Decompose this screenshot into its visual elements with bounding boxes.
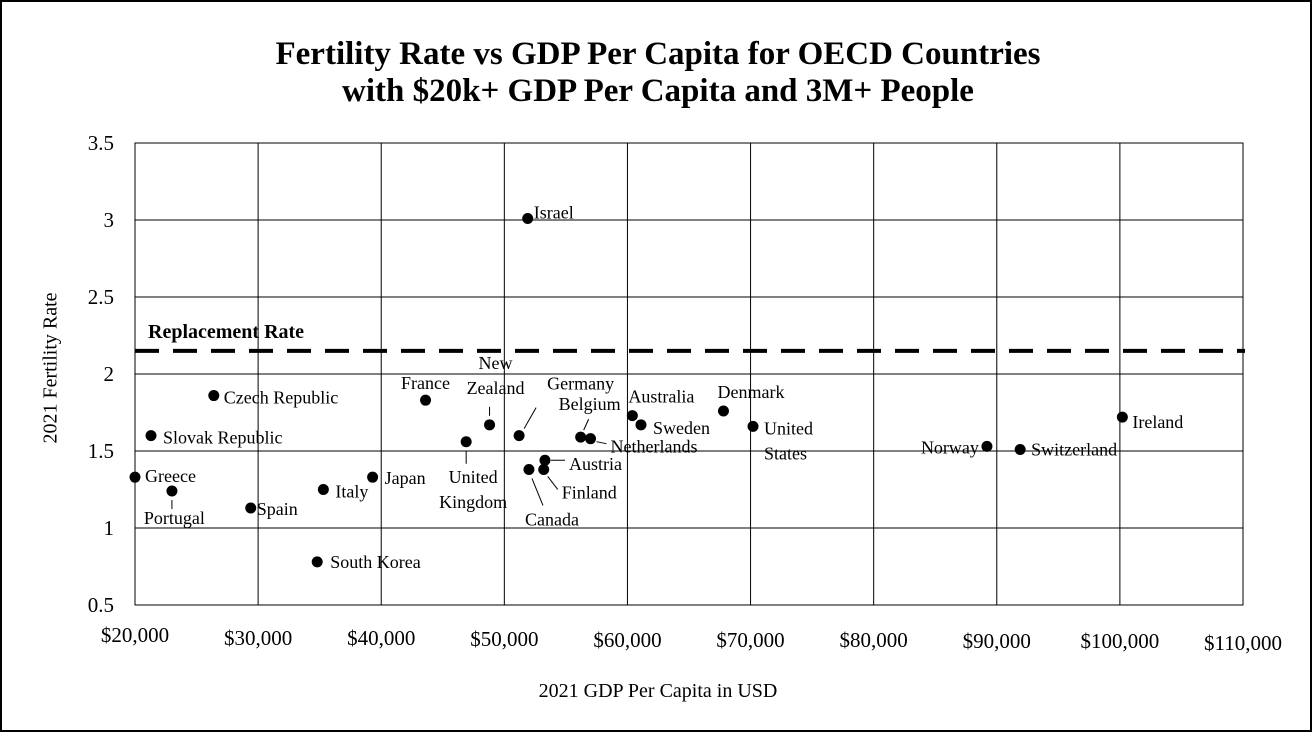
chart-title-line-2: with $20k+ GDP Per Capita and 3M+ People bbox=[342, 73, 974, 109]
data-point bbox=[208, 390, 220, 402]
chart-title-line-1: Fertility Rate vs GDP Per Capita for OEC… bbox=[275, 36, 1041, 72]
y-tick-label: 1.5 bbox=[88, 439, 114, 463]
y-tick-label: 0.5 bbox=[88, 593, 114, 617]
data-point bbox=[585, 433, 597, 445]
data-point bbox=[1014, 443, 1026, 455]
label-leader-line bbox=[523, 407, 537, 429]
data-point bbox=[523, 463, 535, 475]
point-label: United bbox=[449, 467, 498, 487]
point-label: Ireland bbox=[1132, 412, 1183, 432]
y-tick-label: 3 bbox=[104, 208, 115, 232]
y-axis-label: 2021 Fertility Rate bbox=[39, 292, 62, 444]
data-point bbox=[166, 485, 178, 497]
x-tick-label: $40,000 bbox=[347, 626, 415, 650]
x-tick-label: $110,000 bbox=[1204, 631, 1282, 655]
x-tick-label: $50,000 bbox=[470, 627, 538, 651]
point-label: Greece bbox=[145, 466, 196, 486]
x-tick-label: $30,000 bbox=[224, 626, 292, 650]
data-point bbox=[420, 394, 432, 406]
point-label: Canada bbox=[525, 509, 579, 529]
data-point bbox=[1116, 411, 1128, 423]
point-label: United bbox=[764, 418, 813, 438]
point-label: Portugal bbox=[144, 508, 205, 528]
data-point bbox=[484, 419, 496, 431]
data-point bbox=[460, 436, 472, 448]
point-label: Norway bbox=[921, 437, 979, 457]
data-point bbox=[575, 431, 587, 443]
data-point bbox=[245, 502, 257, 514]
x-axis-label: 2021 GDP Per Capita in USD bbox=[538, 680, 778, 702]
point-label: South Korea bbox=[330, 552, 420, 572]
y-tick-label: 2.5 bbox=[88, 285, 114, 309]
x-tick-label: $70,000 bbox=[716, 628, 784, 652]
point-label: Netherlands bbox=[611, 437, 698, 457]
x-tick-label: $100,000 bbox=[1081, 629, 1160, 653]
point-label: Kingdom bbox=[439, 492, 507, 512]
point-label: Israel bbox=[534, 202, 574, 222]
y-tick-label: 3.5 bbox=[88, 131, 114, 155]
y-tick-label: 1 bbox=[104, 516, 115, 540]
label-leader-line bbox=[531, 478, 544, 506]
point-label: Czech Republic bbox=[224, 388, 338, 408]
x-tick-label: $80,000 bbox=[840, 628, 908, 652]
point-label: Austria bbox=[569, 454, 622, 474]
point-label: Denmark bbox=[717, 382, 784, 402]
point-label: Finland bbox=[562, 482, 617, 502]
label-leader-line bbox=[596, 441, 607, 445]
point-label: Japan bbox=[385, 468, 426, 488]
point-label: Italy bbox=[335, 482, 368, 502]
data-point bbox=[145, 430, 157, 442]
point-label: Slovak Republic bbox=[163, 428, 283, 448]
point-label: Germany bbox=[547, 374, 614, 394]
data-point bbox=[129, 471, 141, 483]
data-point bbox=[513, 430, 525, 442]
label-leader-line bbox=[583, 418, 590, 431]
data-point bbox=[538, 463, 550, 475]
point-label: Australia bbox=[628, 387, 694, 407]
replacement-rate-label: Replacement Rate bbox=[148, 321, 304, 343]
data-point bbox=[522, 212, 534, 224]
x-tick-label: $60,000 bbox=[593, 628, 661, 652]
point-label: New bbox=[479, 353, 513, 373]
point-label: Switzerland bbox=[1031, 439, 1117, 459]
x-tick-label: $90,000 bbox=[963, 629, 1031, 653]
label-leader-line bbox=[547, 476, 559, 490]
point-label: Belgium bbox=[559, 394, 621, 414]
x-tick-label: $20,000 bbox=[101, 623, 169, 647]
data-point bbox=[539, 454, 551, 466]
data-point bbox=[311, 556, 323, 568]
point-label: States bbox=[764, 443, 807, 463]
chart-title: Fertility Rate vs GDP Per Capita for OEC… bbox=[2, 36, 1310, 110]
y-tick-label: 2 bbox=[104, 362, 115, 386]
point-label: France bbox=[401, 373, 450, 393]
data-point bbox=[626, 410, 638, 422]
data-point bbox=[717, 405, 729, 417]
data-point bbox=[635, 419, 647, 431]
plot-area-border bbox=[134, 142, 1244, 606]
point-label: Spain bbox=[257, 499, 298, 519]
point-label: Zealand bbox=[467, 378, 525, 398]
point-label: Sweden bbox=[653, 418, 710, 438]
data-point bbox=[981, 440, 993, 452]
data-point bbox=[367, 471, 379, 483]
data-point bbox=[317, 484, 329, 495]
data-point bbox=[747, 420, 759, 432]
